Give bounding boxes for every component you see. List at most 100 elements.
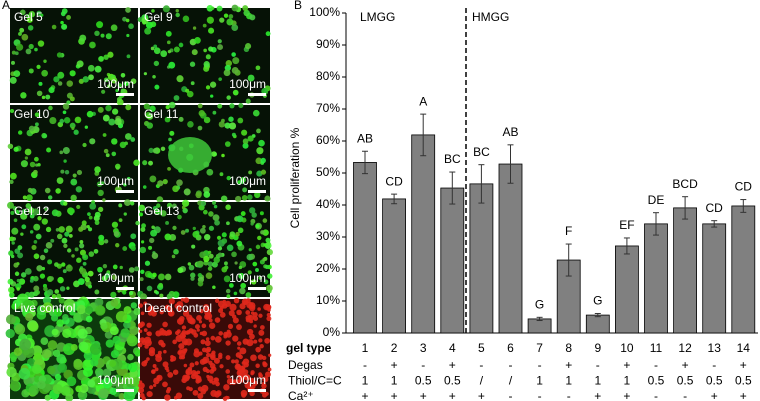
cell	[28, 43, 34, 50]
cell	[250, 222, 254, 226]
cell	[11, 303, 18, 310]
cell	[51, 294, 57, 299]
cell	[54, 289, 60, 294]
cell	[112, 108, 119, 115]
cell	[62, 147, 70, 155]
cell	[194, 37, 201, 44]
cell	[118, 393, 126, 400]
cell	[157, 350, 162, 355]
cell	[183, 297, 190, 303]
cell	[97, 206, 104, 213]
cell	[111, 138, 118, 145]
cell	[11, 227, 19, 235]
cell	[177, 214, 182, 220]
cell	[165, 389, 171, 394]
cell	[255, 346, 261, 353]
scale-bar	[248, 287, 266, 290]
cell	[50, 238, 55, 243]
cell	[235, 363, 241, 369]
cell	[70, 194, 77, 202]
cell	[255, 244, 261, 250]
cell	[192, 389, 199, 396]
cell	[241, 129, 248, 136]
cell	[39, 273, 46, 279]
cell	[246, 253, 253, 261]
cell	[10, 172, 17, 180]
cell	[187, 262, 192, 266]
cell	[105, 104, 112, 112]
cell	[160, 50, 168, 58]
cell	[218, 121, 225, 128]
cell	[94, 65, 102, 73]
table-cell: +	[711, 389, 718, 401]
cell	[146, 357, 150, 361]
cell	[162, 381, 168, 388]
cell	[232, 335, 239, 342]
cell	[192, 226, 196, 231]
cell	[242, 5, 249, 11]
bar	[440, 187, 465, 334]
cell	[167, 167, 171, 171]
cell	[193, 350, 201, 358]
cell	[102, 198, 106, 202]
cell	[84, 276, 90, 282]
cell	[263, 303, 270, 311]
cell	[45, 94, 51, 100]
cell	[5, 314, 16, 325]
cell	[258, 329, 265, 336]
cell	[164, 116, 171, 123]
cell	[158, 339, 164, 346]
cell	[8, 286, 15, 294]
scale-label: 100μm	[97, 174, 134, 188]
cell	[204, 233, 211, 241]
cell	[138, 387, 145, 394]
cell	[152, 147, 159, 154]
cell	[20, 9, 26, 16]
cell	[202, 356, 210, 364]
cell	[160, 210, 167, 217]
cell	[44, 207, 48, 212]
cell	[8, 292, 15, 298]
cell	[190, 373, 197, 380]
group-letter: AB	[502, 125, 518, 139]
cell	[122, 16, 127, 22]
cell	[55, 227, 60, 232]
cell	[183, 363, 188, 368]
cell	[43, 248, 49, 253]
micrograph: Gel 11 100μm	[140, 101, 271, 203]
cell	[66, 100, 71, 105]
cell	[100, 322, 108, 330]
cell	[66, 15, 71, 20]
cell	[65, 393, 74, 401]
cell	[34, 352, 42, 360]
cell	[128, 290, 134, 296]
cell	[228, 310, 235, 317]
table-cell: -	[712, 358, 716, 372]
cell	[115, 243, 120, 248]
cell	[139, 212, 144, 217]
cell	[264, 264, 270, 270]
table-cell: +	[565, 358, 572, 372]
cell	[79, 243, 85, 249]
cell	[245, 98, 251, 104]
cell	[33, 223, 41, 231]
cell	[91, 352, 100, 361]
cell	[240, 282, 247, 289]
cell	[268, 353, 272, 357]
region-label: HMGG	[472, 10, 509, 24]
scale-label: 100μm	[97, 373, 134, 387]
cell	[43, 286, 48, 292]
cell	[134, 349, 142, 357]
cell	[173, 46, 180, 53]
cell	[20, 212, 28, 220]
cell	[87, 227, 93, 232]
cell	[148, 147, 154, 153]
table-cell: 1	[624, 374, 631, 388]
image-label: Gel 9	[144, 10, 173, 24]
y-tick-label: 40%	[316, 197, 340, 211]
cell	[253, 324, 257, 328]
cell	[153, 60, 160, 67]
cell	[236, 215, 244, 223]
cell	[51, 209, 59, 217]
cell	[202, 366, 208, 372]
